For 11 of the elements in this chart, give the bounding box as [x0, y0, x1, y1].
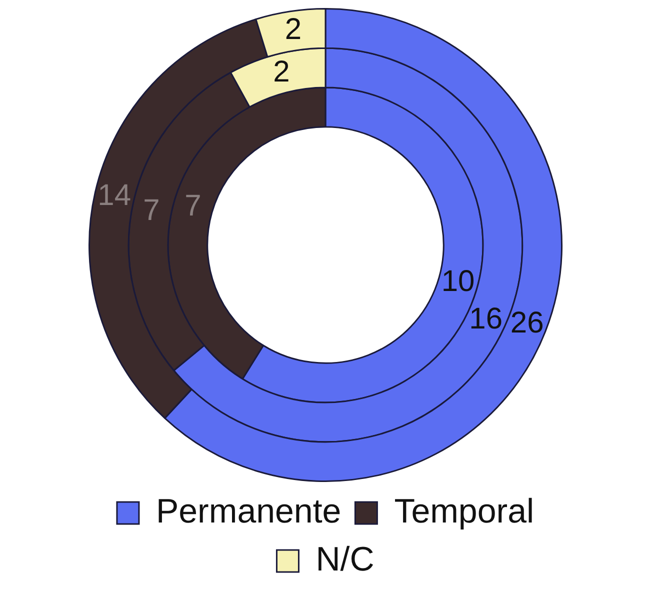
- legend-label: N/C: [316, 540, 374, 578]
- legend-label: Temporal: [394, 492, 534, 530]
- data-label: 7: [143, 194, 160, 228]
- legend-label: Permanente: [156, 492, 342, 530]
- data-label: 2: [284, 13, 302, 46]
- data-label: 2: [273, 56, 290, 89]
- data-label: 10: [441, 264, 475, 298]
- data-label: 14: [98, 179, 132, 212]
- data-label: 7: [184, 190, 202, 223]
- data-label: 16: [469, 302, 503, 336]
- data-label: 26: [510, 306, 544, 340]
